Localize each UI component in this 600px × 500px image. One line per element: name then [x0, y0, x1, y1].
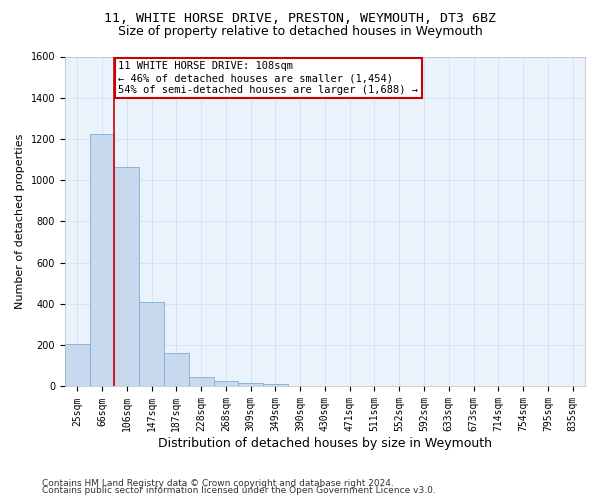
Text: Size of property relative to detached houses in Weymouth: Size of property relative to detached ho…	[118, 25, 482, 38]
Bar	[164, 354, 189, 386]
Bar	[89, 134, 115, 386]
Text: Contains HM Land Registry data © Crown copyright and database right 2024.: Contains HM Land Registry data © Crown c…	[42, 478, 394, 488]
Bar	[65, 344, 89, 387]
Bar	[139, 302, 164, 386]
Bar	[115, 167, 139, 386]
Text: Contains public sector information licensed under the Open Government Licence v3: Contains public sector information licen…	[42, 486, 436, 495]
Bar	[263, 384, 288, 386]
Bar	[189, 376, 214, 386]
Text: 11 WHITE HORSE DRIVE: 108sqm
← 46% of detached houses are smaller (1,454)
54% of: 11 WHITE HORSE DRIVE: 108sqm ← 46% of de…	[118, 62, 418, 94]
Y-axis label: Number of detached properties: Number of detached properties	[15, 134, 25, 309]
Bar	[214, 380, 238, 386]
Bar	[238, 383, 263, 386]
Text: 11, WHITE HORSE DRIVE, PRESTON, WEYMOUTH, DT3 6BZ: 11, WHITE HORSE DRIVE, PRESTON, WEYMOUTH…	[104, 12, 496, 26]
X-axis label: Distribution of detached houses by size in Weymouth: Distribution of detached houses by size …	[158, 437, 492, 450]
